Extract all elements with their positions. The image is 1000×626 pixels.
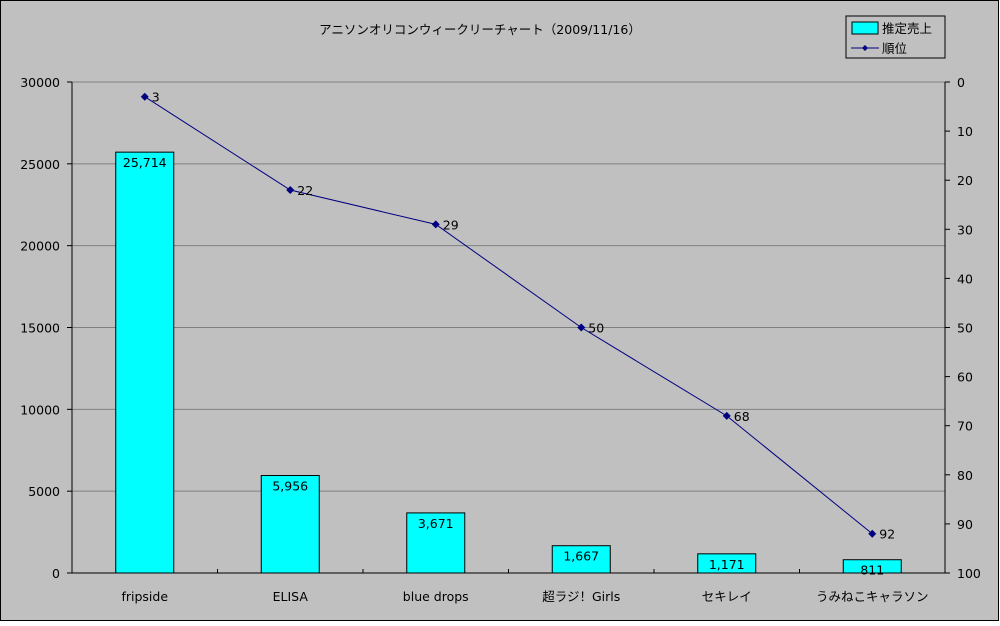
rank-marker bbox=[868, 529, 877, 538]
y-left-tick-label: 25000 bbox=[20, 157, 60, 172]
y-left-tick-label: 5000 bbox=[28, 484, 60, 499]
y-right-tick-label: 20 bbox=[957, 173, 973, 188]
bar bbox=[551, 545, 611, 574]
y-left-tick-label: 0 bbox=[52, 566, 60, 581]
rank-marker bbox=[140, 92, 149, 101]
bar bbox=[260, 475, 320, 574]
x-tick-label: 超ラジ！Girls bbox=[542, 589, 620, 604]
y-right-tick-label: 90 bbox=[957, 517, 973, 532]
y-right-tick-label: 70 bbox=[957, 419, 973, 434]
y-left-tick-label: 15000 bbox=[20, 321, 60, 336]
y-right-tick-label: 60 bbox=[957, 370, 973, 385]
x-tick-label: セキレイ bbox=[702, 589, 752, 604]
x-tick-label: ELISA bbox=[273, 589, 309, 604]
legend-label-rank: 順位 bbox=[882, 41, 907, 56]
rank-marker bbox=[577, 323, 586, 332]
y-right-tick-label: 30 bbox=[957, 222, 973, 237]
rank-marker bbox=[722, 411, 731, 420]
rank-marker bbox=[286, 186, 295, 195]
x-tick-label: fripside bbox=[121, 589, 168, 604]
legend-marker bbox=[862, 45, 868, 51]
legend-label-sales: 推定売上 bbox=[882, 21, 932, 36]
rank-line bbox=[144, 96, 873, 535]
bar-data-label: 1,171 bbox=[709, 557, 745, 572]
bar bbox=[697, 553, 757, 574]
rank-marker bbox=[431, 220, 440, 229]
y-right-tick-label: 80 bbox=[957, 468, 973, 483]
y-left-tick-label: 30000 bbox=[20, 75, 60, 90]
bar-data-label: 25,714 bbox=[123, 155, 167, 170]
chart-title: アニソンオリコンウィークリーチャート（2009/11/16） bbox=[319, 22, 641, 37]
rank-data-label: 68 bbox=[734, 409, 750, 424]
bar bbox=[115, 151, 175, 574]
bar bbox=[842, 559, 902, 574]
x-tick-label: うみねこキャラソン bbox=[816, 589, 929, 604]
legend-bar-swatch bbox=[851, 21, 879, 35]
rank-data-label: 29 bbox=[443, 217, 459, 232]
y-left-tick-label: 20000 bbox=[20, 239, 60, 254]
y-right-tick-label: 10 bbox=[957, 124, 973, 139]
y-right-tick-label: 0 bbox=[957, 75, 965, 90]
y-left-tick-label: 10000 bbox=[20, 402, 60, 417]
bar-data-label: 3,671 bbox=[418, 516, 454, 531]
y-right-tick-label: 40 bbox=[957, 271, 973, 286]
rank-data-label: 50 bbox=[588, 321, 604, 336]
y-right-tick-label: 100 bbox=[957, 566, 981, 581]
rank-data-label: 92 bbox=[879, 527, 895, 542]
rank-data-label: 3 bbox=[152, 90, 160, 105]
y-right-tick-label: 50 bbox=[957, 321, 973, 336]
bar bbox=[406, 512, 466, 574]
bar-data-label: 1,667 bbox=[563, 549, 599, 564]
bar-data-label: 5,956 bbox=[272, 479, 308, 494]
bar-data-label: 811 bbox=[860, 563, 884, 578]
x-tick-label: blue drops bbox=[403, 589, 469, 604]
rank-data-label: 22 bbox=[297, 183, 313, 198]
